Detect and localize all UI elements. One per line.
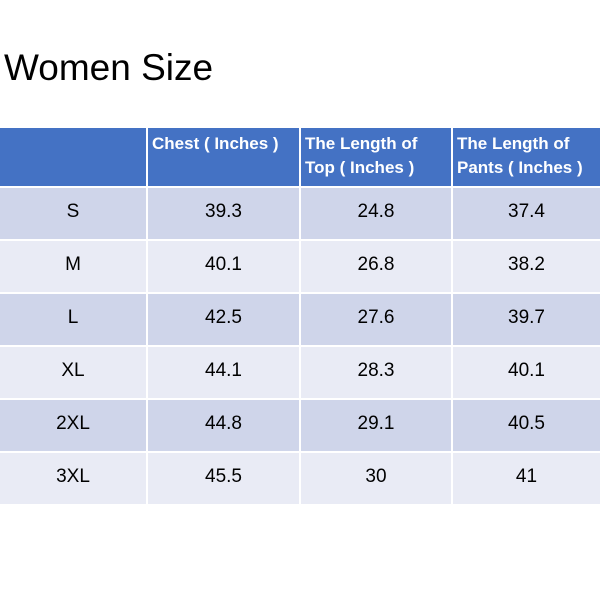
top-length-value-cell: 30 (299, 451, 453, 504)
chest-value-cell: 39.3 (146, 186, 301, 241)
women-size-table: Chest ( Inches ) The Length of Top ( Inc… (0, 128, 600, 504)
table-row-2xl: 2XL 44.8 29.1 40.5 (0, 398, 600, 453)
pants-length-value-cell: 39.7 (451, 292, 600, 347)
size-label-cell: XL (0, 345, 148, 400)
chest-value-cell: 45.5 (146, 451, 301, 504)
table-row-m: M 40.1 26.8 38.2 (0, 239, 600, 294)
pants-length-value-cell: 37.4 (451, 186, 600, 241)
size-label-cell: L (0, 292, 148, 347)
chest-value-cell: 40.1 (146, 239, 301, 294)
page-title: Women Size (4, 47, 214, 88)
size-label-cell: 2XL (0, 398, 148, 453)
size-label-cell: S (0, 186, 148, 241)
pants-length-value-cell: 40.1 (451, 345, 600, 400)
header-cell-chest: Chest ( Inches ) (146, 128, 301, 188)
table-row-3xl: 3XL 45.5 30 41 (0, 451, 600, 504)
table-row-l: L 42.5 27.6 39.7 (0, 292, 600, 347)
pants-length-value-cell: 38.2 (451, 239, 600, 294)
pants-length-value-cell: 41 (451, 451, 600, 504)
pants-length-value-cell: 40.5 (451, 398, 600, 453)
header-cell-blank (0, 128, 148, 188)
table-row-s: S 39.3 24.8 37.4 (0, 186, 600, 241)
top-length-value-cell: 24.8 (299, 186, 453, 241)
top-length-value-cell: 28.3 (299, 345, 453, 400)
size-label-cell: 3XL (0, 451, 148, 504)
header-cell-top-length: The Length of Top ( Inches ) (299, 128, 453, 188)
table-row-xl: XL 44.1 28.3 40.1 (0, 345, 600, 400)
chest-value-cell: 44.8 (146, 398, 301, 453)
chest-value-cell: 44.1 (146, 345, 301, 400)
chest-value-cell: 42.5 (146, 292, 301, 347)
top-length-value-cell: 27.6 (299, 292, 453, 347)
size-label-cell: M (0, 239, 148, 294)
header-row: Chest ( Inches ) The Length of Top ( Inc… (0, 128, 600, 188)
header-cell-pants-length: The Length of Pants ( Inches ) (451, 128, 600, 188)
top-length-value-cell: 26.8 (299, 239, 453, 294)
top-length-value-cell: 29.1 (299, 398, 453, 453)
